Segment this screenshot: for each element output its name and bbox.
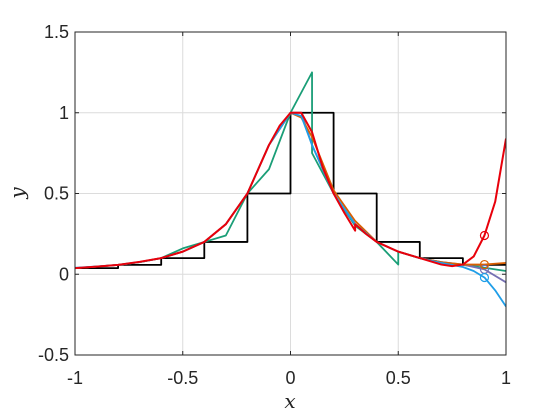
series-marker-red bbox=[479, 230, 490, 241]
plot-series bbox=[75, 71, 506, 308]
series-marker-blue bbox=[479, 272, 490, 283]
axis-ticks: -1 -0.5 0 0.5 1 -0.5 0 0.5 1 1.5 bbox=[38, 22, 511, 388]
series-line-black bbox=[75, 111, 506, 270]
y-tick-label: 0.5 bbox=[44, 184, 69, 204]
x-tick-label: 0 bbox=[285, 368, 295, 388]
series-line-red bbox=[75, 111, 506, 270]
series-marker-orange bbox=[479, 259, 490, 270]
x-tick-label: 1 bbox=[501, 368, 511, 388]
x-tick-label: 0.5 bbox=[386, 368, 411, 388]
y-tick-label: 0 bbox=[59, 264, 69, 284]
y-tick-label: 1.5 bbox=[44, 22, 69, 42]
y-tick-label: -0.5 bbox=[38, 345, 69, 365]
y-axis-label: y bbox=[5, 187, 29, 200]
x-tick-label: -0.5 bbox=[167, 368, 198, 388]
x-tick-label: -1 bbox=[67, 368, 83, 388]
x-axis-label: x bbox=[284, 389, 295, 413]
y-tick-label: 1 bbox=[59, 103, 69, 123]
series-markers bbox=[479, 230, 490, 283]
